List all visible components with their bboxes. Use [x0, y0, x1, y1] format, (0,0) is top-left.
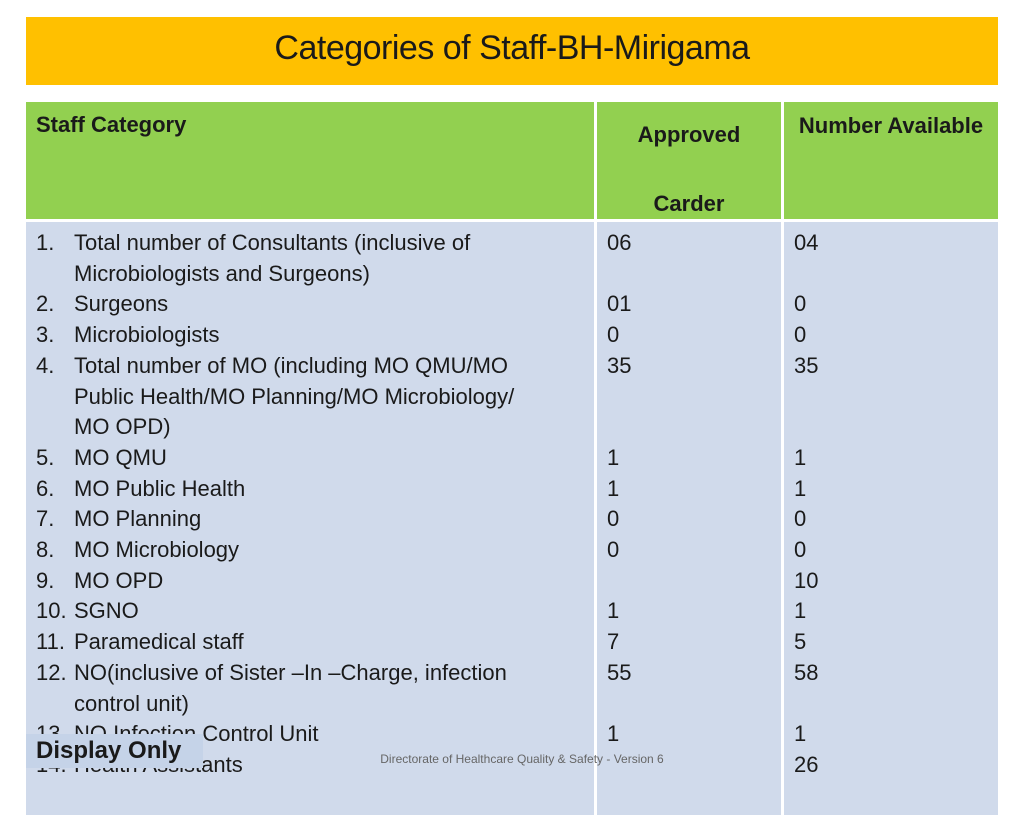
available-value: 0 [794, 322, 807, 348]
staff-table: Staff Category Approved Carder Number Ava… [26, 102, 998, 815]
approved-value [607, 259, 781, 290]
category-label: Paramedical staff [74, 629, 244, 655]
available-value: 0 [794, 506, 807, 532]
available-value: 1 [794, 475, 807, 501]
approved-value: 7 [607, 628, 620, 654]
category-number [36, 382, 74, 413]
category-label: Surgeons [74, 291, 169, 317]
category-number: 9. [36, 567, 55, 593]
category-label: MO OPD) [74, 414, 171, 440]
category-item-continuation: MO OPD) [36, 412, 594, 443]
category-item-continuation: Microbiologists and Surgeons) [36, 259, 594, 290]
category-number: 10. [36, 598, 67, 624]
category-item: 5. MO QMU [36, 443, 594, 474]
category-number: 11. [36, 629, 65, 655]
header-staff-category: Staff Category [26, 102, 597, 222]
available-value: 10 [794, 567, 819, 593]
category-item-continuation: control unit) [36, 689, 594, 720]
category-number: 3. [36, 322, 55, 348]
approved-value [607, 412, 781, 443]
available-value: 5 [794, 628, 807, 654]
category-number: 12. [36, 659, 67, 685]
category-item: 9. MO OPD [36, 566, 594, 597]
available-value [794, 381, 998, 412]
available-value: 1 [794, 598, 807, 624]
available-value: 0 [794, 536, 807, 562]
category-item: 7. MO Planning [36, 504, 594, 535]
category-number: 5. [36, 444, 55, 470]
footer-text: Directorate of Healthcare Quality & Safe… [380, 752, 664, 766]
category-item: 8. MO Microbiology [36, 535, 594, 566]
title-banner: Categories of Staff-BH-Mirigama [26, 17, 998, 85]
category-label: control unit) [74, 690, 189, 716]
category-label: SGNO [74, 598, 139, 624]
category-label: MO Microbiology [74, 537, 240, 563]
category-label: MO Planning [74, 506, 202, 532]
category-label: NO(inclusive of Sister –In –Charge, infe… [74, 659, 507, 685]
category-item: 2. Surgeons [36, 289, 594, 320]
category-number: 7. [36, 506, 55, 532]
category-number [36, 412, 74, 443]
approved-value: 1 [607, 721, 620, 746]
table-body-row: 1. Total number of Consultants (inclusive… [26, 222, 998, 815]
available-value: 1 [794, 721, 807, 746]
category-number: 6. [36, 475, 55, 501]
category-item: 6. MO Public Health [36, 474, 594, 505]
category-number: 2. [36, 291, 55, 317]
category-label: Total number of MO (including MO QMU/MO [74, 352, 509, 378]
approved-value: 06 [607, 230, 632, 255]
category-label: MO QMU [74, 444, 167, 470]
category-label: Total number of Consultants (inclusive o… [74, 230, 471, 255]
category-number: 8. [36, 537, 55, 563]
approved-value [607, 688, 781, 719]
available-value [794, 259, 998, 290]
category-number: 4. [36, 352, 55, 378]
available-value [794, 688, 998, 719]
available-value: 0 [794, 291, 807, 317]
available-value: 1 [794, 444, 807, 470]
approved-value: 01 [607, 291, 632, 317]
category-number [36, 259, 74, 290]
approved-column: 06 01 0 35 1 1 0 0 1 7 55 1 [597, 222, 784, 815]
category-item: 10. SGNO [36, 596, 594, 627]
approved-value [607, 566, 781, 597]
available-value: 35 [794, 352, 819, 378]
category-label: Microbiologists [74, 322, 220, 348]
header-number-available: Number Available [784, 102, 998, 222]
category-number [36, 689, 74, 720]
category-item-continuation: Public Health/MO Planning/MO Microbiolog… [36, 382, 594, 413]
category-item: 12. NO(inclusive of Sister –In –Charge, i… [36, 658, 594, 689]
approved-value: 0 [607, 506, 620, 532]
category-label: Microbiologists and Surgeons) [74, 260, 370, 286]
category-item: 4. Total number of MO (including MO QMU/M… [36, 351, 594, 382]
available-value: 58 [794, 659, 819, 685]
category-number: 1. [36, 230, 55, 255]
category-item: 1. Total number of Consultants (inclusive… [36, 228, 594, 259]
available-value: 04 [794, 230, 819, 255]
approved-value: 35 [607, 352, 632, 378]
category-item: 11. Paramedical staff [36, 627, 594, 658]
table-header-row: Staff Category Approved Carder Number Ava… [26, 102, 998, 222]
available-value [794, 412, 998, 443]
category-label: MO OPD [74, 567, 164, 593]
approved-value [607, 381, 781, 412]
category-column: 1. Total number of Consultants (inclusive… [26, 222, 597, 815]
category-label: Public Health/MO Planning/MO Microbiolog… [74, 383, 515, 409]
available-column: 04 0 0 35 1 1 0 0 10 1 5 58 1 26 [784, 222, 998, 815]
approved-value: 0 [607, 322, 620, 348]
page-title: Categories of Staff-BH-Mirigama [274, 28, 750, 67]
approved-value: 0 [607, 536, 620, 562]
category-label: MO Public Health [74, 475, 246, 501]
approved-value: 55 [607, 659, 632, 685]
header-approved-carder: Approved Carder [597, 102, 784, 222]
approved-value: 1 [607, 598, 620, 624]
approved-value: 1 [607, 444, 620, 470]
category-item: 3. Microbiologists [36, 320, 594, 351]
approved-value: 1 [607, 475, 620, 501]
display-only-badge: Display Only [26, 734, 203, 768]
